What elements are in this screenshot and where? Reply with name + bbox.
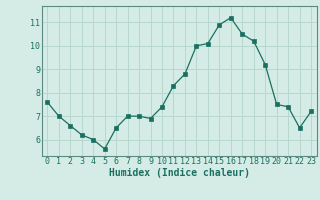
X-axis label: Humidex (Indice chaleur): Humidex (Indice chaleur)	[109, 168, 250, 178]
